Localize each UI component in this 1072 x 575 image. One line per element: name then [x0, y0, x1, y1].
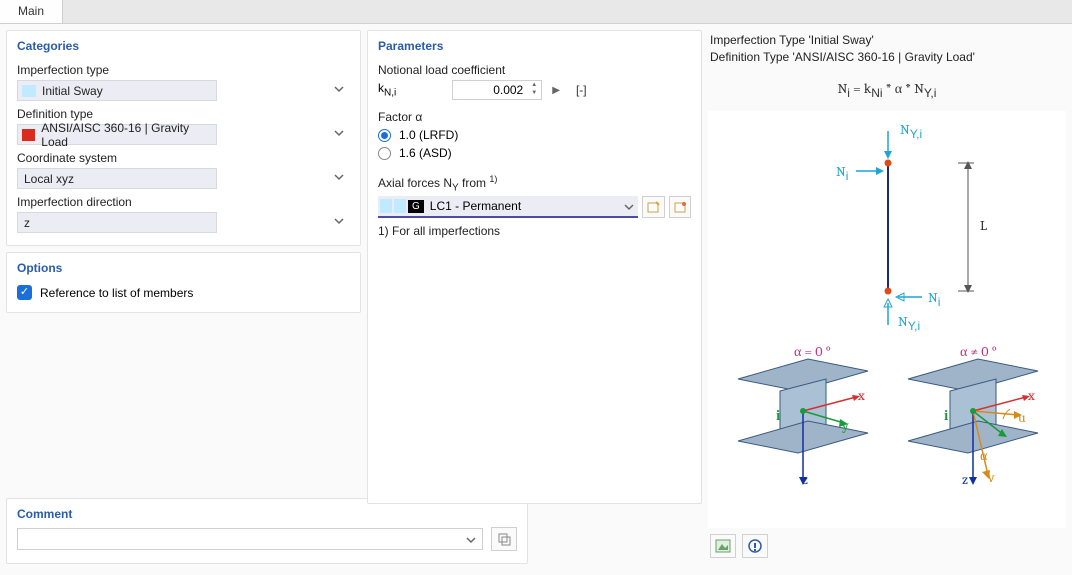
label-L: L	[980, 217, 987, 234]
lc-swatches-icon	[380, 199, 406, 213]
image-tool-button[interactable]	[710, 534, 736, 558]
axis-z-l: z	[802, 471, 808, 488]
factor-option-0: 1.0 (LRFD)	[399, 128, 458, 142]
chevron-down-icon	[466, 535, 476, 545]
coord-sys-value: Local xyz	[22, 172, 74, 186]
help-tool-button[interactable]	[742, 534, 768, 558]
right-header: Imperfection Type 'Initial Sway' Definit…	[708, 30, 1066, 72]
imperfection-type-value: Initial Sway	[42, 84, 103, 98]
ref-members-label: Reference to list of members	[40, 286, 193, 300]
loadcase-combo[interactable]: G LC1 - Permanent	[378, 196, 638, 218]
play-icon[interactable]: ▶	[550, 85, 562, 96]
comment-combo[interactable]	[17, 528, 483, 550]
spinner-buttons[interactable]: ▲▼	[528, 82, 540, 97]
right-header-line1: Imperfection Type 'Initial Sway'	[710, 32, 1064, 49]
formula: Ni = kNi * α * NY,i	[708, 80, 1066, 100]
right-header-line2: Definition Type 'ANSI/AISC 360-16 | Grav…	[710, 49, 1064, 66]
imperfection-dir-label: Imperfection direction	[17, 195, 350, 209]
definition-type-value: ANSI/AISC 360-16 | Gravity Load	[41, 121, 210, 149]
parameters-panel: Parameters Notional load coefficient kN,…	[367, 30, 702, 504]
ref-members-checkbox[interactable]: Reference to list of members	[17, 285, 350, 300]
right-tools	[708, 528, 1066, 564]
chevron-down-icon	[334, 216, 344, 226]
options-panel: Options Reference to list of members	[6, 252, 361, 313]
new-loadcase-button[interactable]	[642, 196, 664, 218]
categories-title: Categories	[17, 39, 350, 53]
checkbox-icon	[17, 285, 32, 300]
label-nyi-bot: NY,i	[898, 313, 920, 333]
imperfection-dir-value: z	[22, 216, 30, 230]
k-unit: [-]	[576, 83, 587, 97]
options-title: Options	[17, 261, 350, 275]
axis-u-r: u	[1018, 409, 1026, 426]
definition-type-combo[interactable]: ANSI/AISC 360-16 | Gravity Load	[17, 124, 350, 145]
parameters-title: Parameters	[378, 39, 691, 53]
axis-y-l: y	[842, 417, 849, 434]
label-nyi-top: NY,i	[900, 121, 922, 141]
alpha-ne-0: α ≠ 0 °	[960, 343, 997, 361]
chevron-down-icon	[334, 128, 344, 138]
axis-i-r: i	[944, 407, 948, 424]
footnote: 1) For all imperfections	[378, 224, 691, 238]
imperfection-dir-combo[interactable]: z	[17, 212, 350, 233]
chevron-down-icon	[624, 202, 634, 212]
edit-loadcase-button[interactable]	[669, 196, 691, 218]
alpha-eq-0: α = 0 °	[794, 343, 831, 361]
axis-alpha-r: α	[980, 447, 987, 465]
label-ni-bot: Ni	[928, 289, 940, 309]
axis-x-r: x	[1028, 387, 1035, 404]
k-value-spinner[interactable]: ▲▼	[452, 80, 542, 100]
axis-z-r: z	[962, 471, 968, 488]
categories-panel: Categories Imperfection type Initial Swa…	[6, 30, 361, 246]
radio-icon	[378, 129, 391, 142]
diagram: NY,i Ni Ni NY,i L	[708, 111, 1066, 528]
imperfection-type-combo[interactable]: Initial Sway	[17, 80, 350, 101]
factor-label: Factor α	[378, 110, 691, 124]
lc-value: LC1 - Permanent	[430, 199, 521, 213]
lc-badge: G	[408, 200, 424, 213]
imperfection-type-label: Imperfection type	[17, 63, 350, 77]
coord-sys-combo[interactable]: Local xyz	[17, 168, 350, 189]
axis-x-l: x	[858, 387, 865, 404]
factor-radio-lrfd[interactable]: 1.0 (LRFD)	[378, 128, 691, 142]
chevron-down-icon	[334, 172, 344, 182]
tab-bar: Main	[0, 0, 1072, 24]
definition-type-label: Definition type	[17, 107, 350, 121]
swatch-icon	[22, 129, 35, 141]
axial-label: Axial forces NY from 1)	[378, 174, 691, 193]
chevron-down-icon	[334, 84, 344, 94]
k-symbol: kN,i	[378, 81, 396, 98]
axis-v-r: v	[988, 469, 995, 486]
axis-i-l: i	[776, 407, 780, 424]
factor-radio-asd[interactable]: 1.6 (ASD)	[378, 146, 691, 160]
factor-option-1: 1.6 (ASD)	[399, 146, 452, 160]
radio-icon	[378, 147, 391, 160]
label-ni-top: Ni	[836, 163, 848, 183]
swatch-icon	[22, 85, 36, 97]
notional-label: Notional load coefficient	[378, 63, 691, 77]
coord-sys-label: Coordinate system	[17, 151, 350, 165]
tab-main[interactable]: Main	[0, 0, 63, 23]
